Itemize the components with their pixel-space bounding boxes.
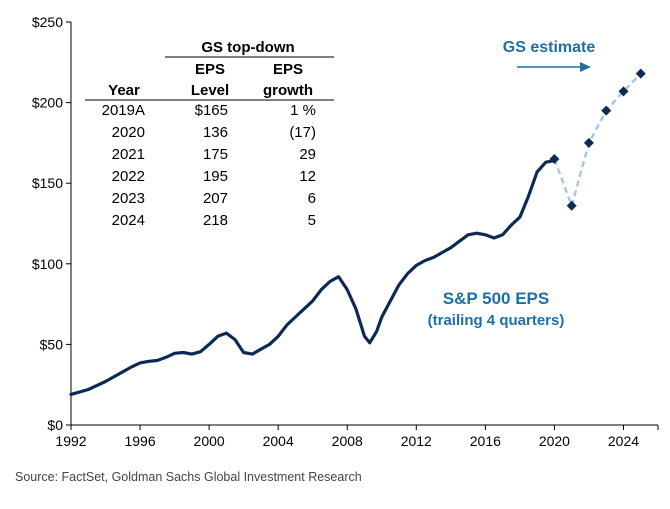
eps-table: GS top-down EPS EPS Year Level growth 2019A $16… bbox=[85, 39, 334, 229]
table-cell-growth: (17) bbox=[289, 124, 316, 141]
source-note: Source: FactSet, Goldman Sachs Global In… bbox=[15, 470, 362, 484]
y-tick-label: $0 bbox=[47, 417, 63, 433]
y-tick-label: $200 bbox=[32, 95, 63, 111]
x-tick-label: 2000 bbox=[194, 433, 225, 449]
table-cell-growth: 5 bbox=[308, 212, 316, 229]
table-cell-level: $165 bbox=[195, 102, 228, 119]
estimate-marker bbox=[566, 200, 577, 211]
table-cell-year: 2021 bbox=[112, 146, 145, 163]
x-tick-label: 2008 bbox=[332, 433, 363, 449]
eps-actual-line bbox=[69, 159, 557, 396]
x-tick-label: 2024 bbox=[608, 433, 639, 449]
estimate-marker bbox=[601, 105, 612, 116]
x-tick-label: 1992 bbox=[55, 433, 86, 449]
x-tick-label: 2004 bbox=[263, 433, 294, 449]
estimate-marker bbox=[583, 137, 594, 148]
table-header-eps-growth: EPS bbox=[273, 61, 303, 78]
table-header-level: Level bbox=[191, 82, 229, 99]
gs-estimate-arrow-head bbox=[580, 62, 591, 72]
y-ticks: $0 $50 $100 $150 $200 $250 bbox=[32, 14, 71, 433]
y-tick-label: $150 bbox=[32, 175, 63, 191]
table-cell-growth: 1 % bbox=[290, 102, 316, 119]
table-cell-level: 136 bbox=[203, 124, 228, 141]
table-cell-growth: 6 bbox=[308, 190, 316, 207]
estimate-marker bbox=[549, 154, 560, 165]
gs-estimate-label: GS estimate bbox=[503, 39, 596, 56]
y-tick-label: $50 bbox=[40, 336, 64, 352]
x-tick-label: 2012 bbox=[401, 433, 432, 449]
y-tick-label: $250 bbox=[32, 14, 63, 30]
series-label-title: S&P 500 EPS bbox=[443, 289, 549, 308]
y-tick-label: $100 bbox=[32, 256, 63, 272]
table-cell-year: 2023 bbox=[112, 190, 145, 207]
table-cell-year: 2019A bbox=[102, 102, 145, 119]
estimate-marker bbox=[635, 68, 646, 79]
table-cell-level: 195 bbox=[203, 168, 228, 185]
table-header-year: Year bbox=[108, 82, 140, 99]
x-tick-label: 2020 bbox=[539, 433, 570, 449]
table-cell-growth: 12 bbox=[299, 168, 316, 185]
table-cell-growth: 29 bbox=[299, 146, 316, 163]
table-cell-year: 2022 bbox=[112, 168, 145, 185]
table-cell-year: 2024 bbox=[112, 212, 145, 229]
table-group-header: GS top-down bbox=[201, 39, 294, 56]
eps-estimate-line bbox=[553, 72, 642, 210]
table-header-eps: EPS bbox=[195, 61, 225, 78]
x-tick-label: 1996 bbox=[124, 433, 155, 449]
series-label-subtitle: (trailing 4 quarters) bbox=[428, 312, 565, 329]
x-ticks: 1992 1996 2000 2004 2008 2012 2016 2020 2024 bbox=[55, 425, 639, 449]
table-cell-level: 218 bbox=[203, 212, 228, 229]
eps-line-chart: $0 $50 $100 $150 $200 $250 1992 1996 2000 2004 20… bbox=[32, 14, 659, 449]
table-cell-year: 2020 bbox=[112, 124, 145, 141]
table-cell-level: 175 bbox=[203, 146, 228, 163]
table-cell-level: 207 bbox=[203, 190, 228, 207]
axes: $0 $50 $100 $150 $200 $250 1992 1996 2000 2004 20… bbox=[32, 14, 659, 449]
annotations: GS estimate S&P 500 EPS (trailing 4 quarte… bbox=[428, 39, 596, 329]
estimate-marker bbox=[618, 86, 629, 97]
table-header-growth: growth bbox=[263, 82, 313, 99]
x-tick-label: 2016 bbox=[470, 433, 501, 449]
series-layer bbox=[69, 68, 646, 396]
